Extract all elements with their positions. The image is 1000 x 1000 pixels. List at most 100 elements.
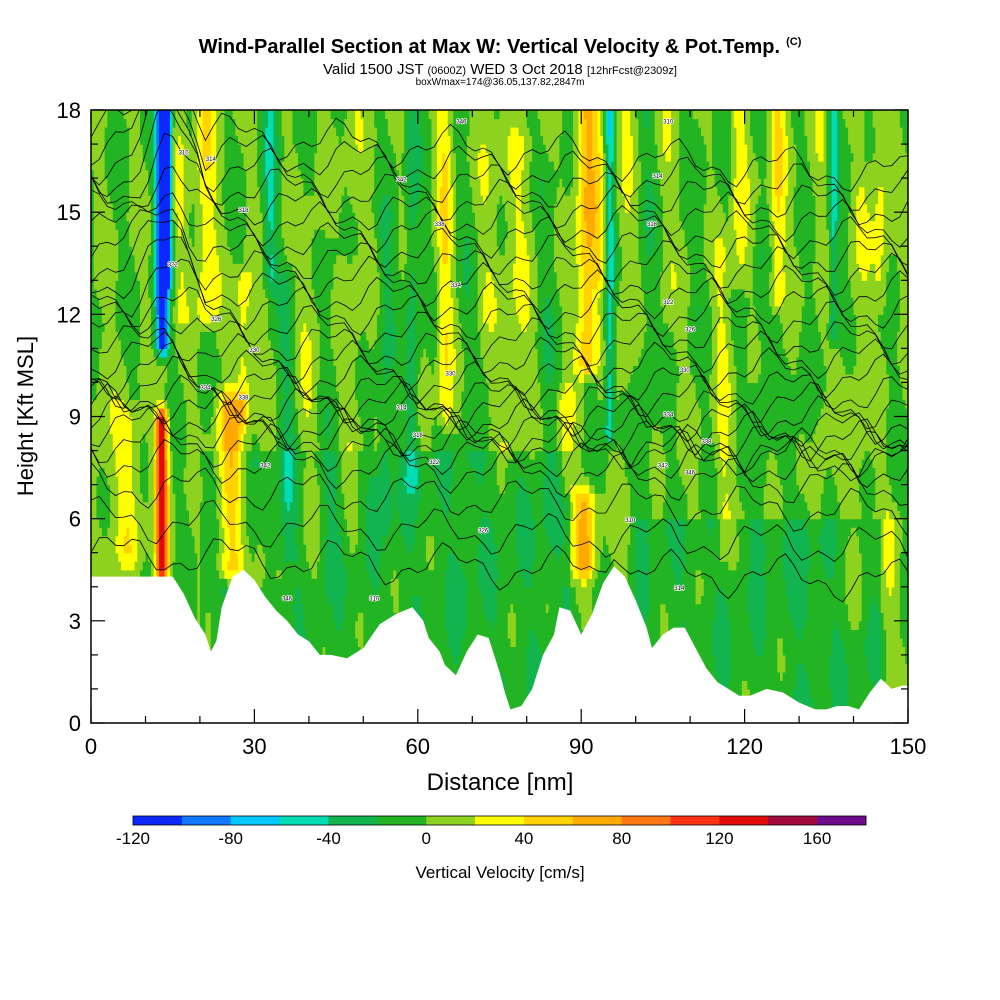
velocity-cell bbox=[812, 518, 816, 716]
velocity-cell bbox=[662, 450, 667, 503]
velocity-cell bbox=[532, 518, 536, 562]
velocity-cell bbox=[780, 195, 784, 307]
velocity-cell bbox=[115, 476, 119, 537]
velocity-cell bbox=[660, 305, 664, 435]
velocity-cell bbox=[858, 620, 863, 716]
velocity-cell bbox=[221, 586, 226, 596]
velocity-cell bbox=[289, 263, 294, 401]
velocity-cell bbox=[374, 476, 378, 596]
velocity-cell bbox=[872, 518, 876, 596]
velocity-cell bbox=[602, 339, 607, 367]
velocity-cell bbox=[415, 110, 419, 213]
velocity-cell bbox=[159, 365, 163, 401]
velocity-cell bbox=[807, 510, 811, 537]
velocity-cell bbox=[303, 110, 307, 196]
velocity-cell bbox=[510, 603, 514, 647]
velocity-cell bbox=[445, 373, 449, 426]
velocity-cell bbox=[131, 110, 136, 256]
velocity-cell bbox=[409, 110, 413, 222]
velocity-cell bbox=[99, 467, 103, 528]
theta-contour-label: 346 bbox=[456, 120, 467, 126]
velocity-cell bbox=[774, 195, 778, 307]
velocity-cell bbox=[311, 195, 315, 239]
velocity-cell bbox=[529, 629, 533, 699]
velocity-cell bbox=[782, 671, 787, 707]
velocity-cell bbox=[619, 450, 623, 579]
velocity-cell bbox=[747, 612, 751, 690]
velocity-cell bbox=[861, 186, 866, 281]
velocity-cell bbox=[581, 569, 585, 579]
velocity-cell bbox=[758, 178, 762, 196]
velocity-cell bbox=[586, 476, 590, 486]
velocity-cell bbox=[515, 450, 520, 494]
velocity-cell bbox=[153, 407, 157, 418]
velocity-cell bbox=[581, 110, 585, 264]
velocity-cell bbox=[360, 612, 364, 656]
velocity-cell bbox=[262, 552, 266, 579]
velocity-cell bbox=[428, 450, 433, 537]
velocity-cell bbox=[262, 288, 266, 452]
velocity-cell bbox=[488, 416, 492, 426]
velocity-cell bbox=[450, 110, 454, 188]
velocity-cell bbox=[804, 620, 808, 673]
colorbar-label: Vertical Velocity [cm/s] bbox=[415, 863, 585, 882]
velocity-cell bbox=[736, 110, 740, 256]
velocity-cell bbox=[415, 450, 419, 469]
velocity-cell bbox=[317, 110, 321, 230]
velocity-cell bbox=[325, 595, 329, 656]
velocity-cell bbox=[243, 169, 247, 239]
velocity-cell bbox=[583, 186, 588, 222]
velocity-cell bbox=[202, 110, 206, 162]
velocity-cell bbox=[622, 110, 626, 196]
velocity-cell bbox=[504, 110, 509, 222]
velocity-cell bbox=[545, 110, 550, 154]
velocity-cell bbox=[676, 459, 680, 520]
velocity-cell bbox=[126, 220, 130, 384]
velocity-cell bbox=[338, 254, 343, 452]
velocity-cell bbox=[662, 110, 667, 154]
velocity-cell bbox=[425, 356, 430, 452]
velocity-cell bbox=[477, 450, 482, 486]
velocity-cell bbox=[706, 110, 710, 162]
velocity-cell bbox=[529, 501, 533, 588]
velocity-cell bbox=[213, 314, 217, 332]
velocity-cell bbox=[390, 220, 394, 307]
velocity-cell bbox=[96, 110, 100, 298]
velocity-cell bbox=[545, 382, 550, 452]
velocity-cell bbox=[420, 169, 424, 358]
velocity-cell bbox=[164, 365, 168, 384]
velocity-cell bbox=[346, 442, 351, 452]
velocity-cell bbox=[679, 586, 683, 639]
velocity-cell bbox=[837, 118, 841, 230]
velocity-cell bbox=[227, 561, 231, 571]
velocity-cell bbox=[695, 518, 699, 571]
velocity-cell bbox=[722, 518, 727, 562]
velocity-cell bbox=[420, 110, 424, 137]
x-axis-label: Distance [nm] bbox=[427, 769, 574, 796]
velocity-cell bbox=[676, 518, 680, 588]
theta-contour-line bbox=[91, 331, 908, 430]
velocity-cell bbox=[747, 178, 751, 222]
velocity-cell bbox=[654, 518, 659, 656]
velocity-cell bbox=[722, 561, 727, 596]
velocity-cell bbox=[507, 637, 511, 716]
velocity-cell bbox=[303, 629, 307, 647]
velocity-cell bbox=[333, 450, 337, 622]
velocity-cell bbox=[848, 212, 852, 281]
velocity-cell bbox=[540, 135, 544, 179]
velocity-cell bbox=[148, 195, 152, 256]
velocity-cell bbox=[543, 527, 547, 664]
velocity-cell bbox=[575, 603, 580, 639]
velocity-cell bbox=[289, 399, 294, 452]
velocity-cell bbox=[494, 118, 498, 298]
velocity-cell bbox=[270, 297, 275, 349]
velocity-cell bbox=[466, 237, 471, 298]
velocity-cell bbox=[453, 433, 457, 554]
velocity-cell bbox=[371, 476, 375, 588]
velocity-cell bbox=[592, 569, 596, 588]
velocity-cell bbox=[341, 561, 345, 622]
velocity-cell bbox=[578, 356, 582, 367]
velocity-cell bbox=[415, 484, 419, 520]
velocity-cell bbox=[134, 561, 138, 588]
velocity-cell bbox=[771, 314, 776, 452]
